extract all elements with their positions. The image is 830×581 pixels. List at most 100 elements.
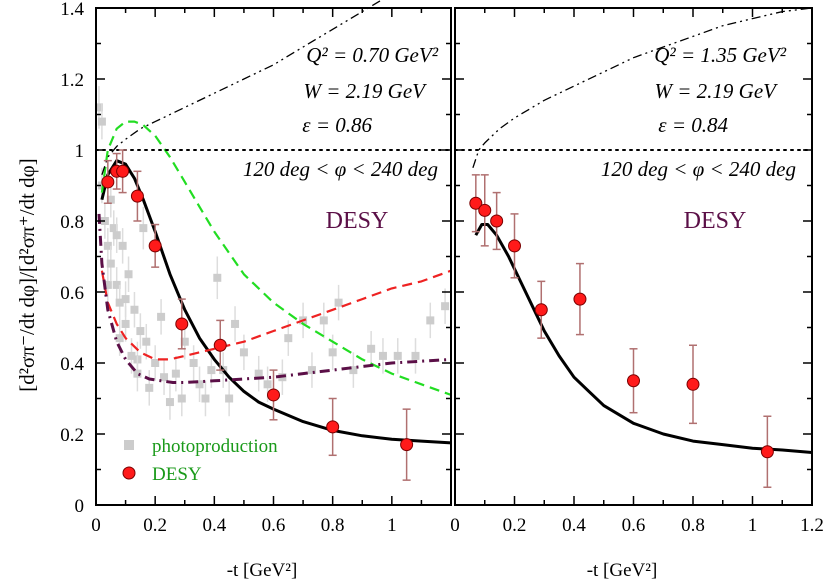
desy-point [101, 159, 115, 204]
x-tick-label: 0 [91, 515, 101, 536]
photoproduction-point [171, 355, 180, 392]
photoproduction-point [180, 323, 189, 360]
photoproduction-point [109, 210, 118, 246]
desy-point [508, 213, 521, 279]
photoproduction-point [426, 302, 435, 339]
photoproduction-point [411, 338, 420, 374]
y-tick-label: 0.2 [60, 425, 84, 446]
curve-black-dash-dot [101, 0, 383, 176]
photoproduction-point [97, 103, 106, 140]
right-x-axis-label: -t [GeV²] [587, 560, 658, 581]
desy-point [116, 149, 130, 194]
photoproduction-point [142, 323, 151, 360]
desy-point [686, 344, 700, 425]
photoproduction-point [106, 245, 115, 282]
x-tick-label: 0 [450, 515, 460, 536]
photoproduction-point [441, 288, 450, 324]
left-eps-annotation: ε = 0.86 [302, 113, 372, 137]
photoproduction-point [367, 331, 376, 367]
y-tick-label: 0.8 [60, 212, 84, 233]
curve-model-solid-black [474, 223, 813, 454]
desy-point [627, 348, 640, 414]
photoproduction-point [160, 359, 169, 395]
right-q2-annotation: Q² = 1.35 GeV² [654, 43, 786, 67]
photoproduction-point [334, 284, 343, 321]
photoproduction-point [103, 228, 112, 264]
left-q2-annotation: Q² = 0.70 GeV² [306, 43, 438, 67]
photoproduction-point [121, 306, 130, 342]
x-tick-label: 0.6 [262, 515, 286, 536]
photoproduction-point [349, 352, 358, 388]
legend-desy-label: DESY [152, 464, 202, 485]
y-tick-label: 1 [75, 141, 85, 162]
photoproduction-point [145, 370, 154, 406]
y-axis-label: [d²σπ⁻/dt dφ]/[d²σπ⁺/dt dφ] [15, 158, 39, 392]
y-tick-label: 0.6 [60, 283, 84, 304]
photoproduction-point [254, 355, 263, 392]
y-tick-label: 0.4 [60, 354, 84, 375]
photoproduction-point [103, 267, 112, 303]
photoproduction-point [195, 366, 204, 403]
photoproduction-point [307, 352, 316, 388]
photoproduction-point [136, 313, 145, 349]
x-tick-label: 0.8 [321, 515, 345, 536]
left-w-annotation: W = 2.19 GeV [304, 79, 428, 103]
desy-point [213, 319, 227, 371]
left-phi-annotation: 120 deg < φ < 240 deg [243, 157, 438, 181]
right-panel-plot [454, 7, 813, 488]
photoproduction-point [189, 345, 198, 381]
x-tick-label: 1 [387, 515, 397, 536]
photoproduction-point [115, 284, 124, 321]
left-desy-label: DESY [326, 208, 389, 234]
photoproduction-point [239, 334, 248, 371]
right-phi-annotation: 120 deg < φ < 240 deg [601, 157, 796, 181]
x-tick-label: 1 [748, 515, 758, 536]
desy-point [400, 408, 414, 481]
desy-point [148, 223, 162, 268]
y-tick-label: 0 [75, 496, 85, 517]
x-tick-label: 0.2 [143, 515, 167, 536]
x-tick-label: 1.2 [800, 515, 824, 536]
desy-point [490, 191, 504, 251]
x-tick-label: 0.4 [562, 515, 586, 536]
legend: photoproduction DESY [122, 436, 278, 485]
photoproduction-point [201, 380, 210, 417]
y-tick-label: 1.2 [60, 70, 84, 91]
photoproduction-point [231, 306, 240, 342]
desy-point [760, 415, 774, 488]
desy-point [130, 170, 144, 222]
photoproduction-point [133, 355, 142, 392]
x-tick-label: 0.2 [503, 515, 527, 536]
photoproduction-point [139, 206, 148, 250]
legend-photo-label: photoproduction [152, 436, 278, 457]
x-tick-label: 0.4 [202, 515, 226, 536]
desy-point [326, 397, 340, 457]
photoproduction-point [112, 267, 121, 303]
right-desy-label: DESY [684, 208, 747, 234]
legend-desy-marker [122, 466, 136, 480]
curve-red-dashed [100, 269, 452, 361]
photoproduction-point [130, 292, 139, 328]
desy-point [478, 174, 492, 247]
photoproduction-point [177, 380, 186, 417]
left-x-axis-label: -t [GeV²] [227, 560, 298, 581]
desy-point [469, 174, 483, 233]
photoproduction-point [151, 345, 160, 381]
photoproduction-point [118, 228, 127, 264]
right-eps-annotation: ε = 0.84 [658, 113, 728, 137]
right-panel-axes: 0 0.2 0.4 0.6 0.8 1 1.2 [450, 7, 824, 536]
x-tick-label: 0.6 [622, 515, 646, 536]
desy-point [534, 280, 548, 339]
photoproduction-point [378, 338, 387, 374]
photoproduction-point [157, 299, 166, 335]
desy-point [573, 262, 587, 336]
photoproduction-point [213, 256, 222, 300]
photoproduction-point [106, 181, 115, 218]
left-panel-axes: 0 0.2 0.4 0.6 0.8 1 0 0.2 0.4 0.6 0.8 1 1.2 1.4 [60, 0, 452, 536]
left-panel-plot [94, 0, 452, 481]
photoproduction-point [165, 384, 174, 420]
desy-point [175, 298, 189, 350]
photoproduction-point [124, 256, 133, 292]
photoproduction-point [393, 338, 402, 374]
